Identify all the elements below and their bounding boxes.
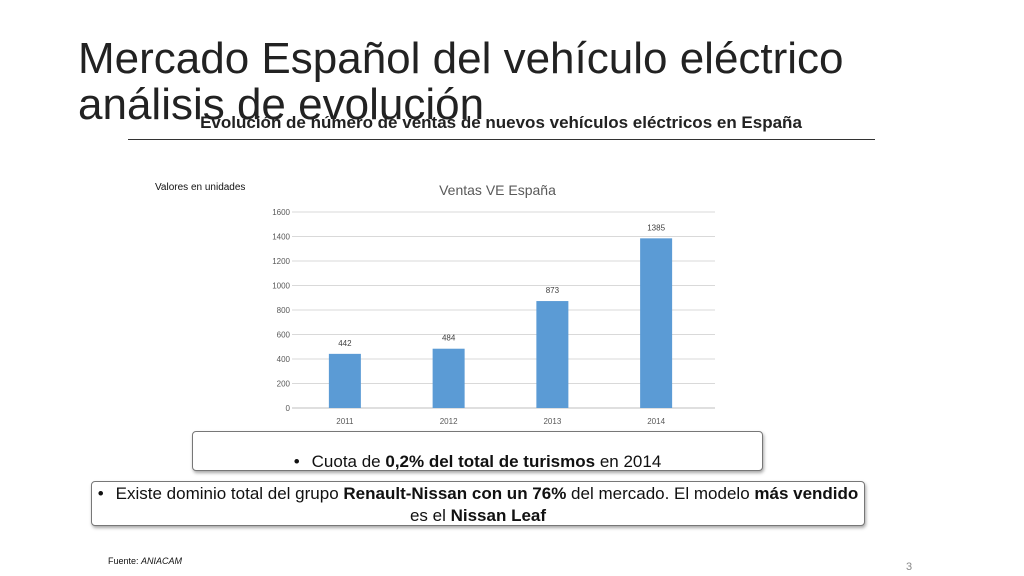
x-tick-label: 2014: [647, 417, 665, 426]
y-tick-label: 1400: [272, 233, 290, 242]
market-share-callout: • Cuota de 0,2% del total de turismos en …: [192, 431, 763, 471]
data-label: 484: [442, 334, 456, 343]
callout-text-bold: más vendido: [754, 484, 859, 503]
sales-bar-chart: Ventas VE España 0 200 400 600 800 1000 1200 140…: [272, 182, 715, 426]
callout-text-bold: Nissan Leaf: [450, 506, 547, 525]
callout-text: en 2014: [595, 452, 662, 471]
y-tick-label: 200: [277, 380, 291, 389]
x-tick-label: 2012: [440, 417, 458, 426]
source-value: ANIACAM: [141, 556, 183, 566]
slide-title-line-1: Mercado Español del vehículo eléctrico: [78, 34, 844, 83]
data-label: 442: [338, 339, 352, 348]
callout-text: Existe dominio total del grupo: [115, 484, 344, 503]
source-note: Fuente: ANIACAM: [108, 556, 182, 566]
bullet-marker: •: [97, 484, 104, 503]
dominance-callout: • Existe dominio total del grupo Renault-…: [91, 481, 865, 526]
callout-text: Cuota de: [311, 452, 386, 471]
subtitle-divider: [128, 139, 875, 140]
chart-subtitle: Evolución de número de ventas de nuevos …: [200, 113, 802, 132]
bar: [640, 238, 673, 408]
x-tick-label: 2011: [336, 417, 354, 426]
y-tick-label: 800: [277, 306, 291, 315]
callout-text: es el: [409, 506, 451, 525]
bar: [432, 348, 465, 408]
bar: [328, 353, 361, 408]
data-label: 873: [546, 286, 560, 295]
y-tick-label: 1600: [272, 208, 290, 217]
bar: [536, 301, 569, 408]
chart-title: Ventas VE España: [439, 182, 556, 198]
y-tick-label: 1000: [272, 282, 290, 291]
slide-title-line-2: análisis de evolución: [78, 80, 485, 129]
callout-text-bold: 0,2% del total de turismos: [385, 452, 596, 471]
bullet-marker: •: [293, 452, 300, 471]
units-note: Valores en unidades: [155, 182, 246, 193]
y-tick-label: 400: [277, 355, 291, 364]
x-tick-label: 2013: [543, 417, 561, 426]
slide-title: Mercado Español del vehículo eléctrico a…: [78, 36, 978, 128]
data-label: 1385: [647, 223, 665, 232]
y-tick-label: 1200: [272, 257, 290, 266]
page-number: 3: [906, 561, 913, 573]
callout-text: del mercado. El modelo: [566, 484, 755, 503]
y-tick-label: 600: [277, 331, 291, 340]
callout-text-bold: Renault-Nissan con un 76%: [343, 484, 567, 503]
y-tick-label: 0: [286, 404, 291, 413]
source-label: Fuente:: [108, 556, 142, 566]
